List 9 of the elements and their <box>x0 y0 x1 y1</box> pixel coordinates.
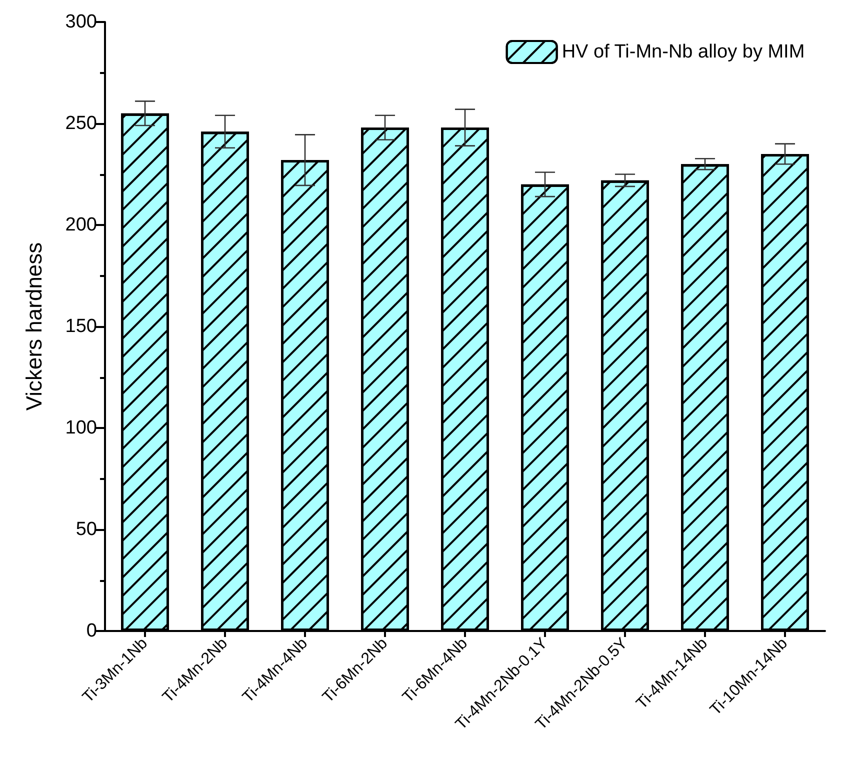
y-tick-label: 200 <box>65 214 97 236</box>
y-tick-label: 300 <box>65 12 97 32</box>
y-tick-label: 250 <box>65 113 97 134</box>
y-tick-label: 150 <box>65 316 97 337</box>
y-tick-label: 50 <box>76 519 97 540</box>
y-axis-title: Vickers hardness <box>22 242 46 411</box>
legend-label: HV of Ti-Mn-Nb alloy by MIM <box>562 42 805 62</box>
y-tick-label: 0 <box>86 620 97 642</box>
y-tick-label: 100 <box>65 418 97 438</box>
